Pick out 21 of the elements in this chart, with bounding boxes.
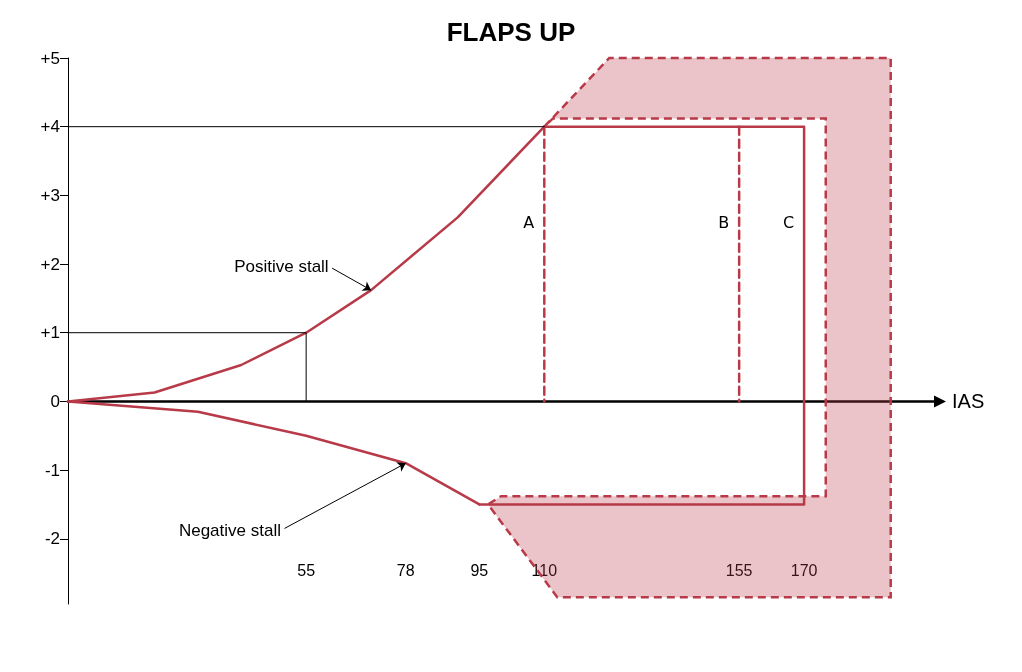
y-tick-label: +2 — [40, 254, 60, 274]
x-tick-label: 78 — [396, 561, 415, 579]
x-tick-label: 95 — [470, 561, 489, 579]
chart-title: FLAPS UP — [446, 17, 576, 47]
text: Positive stall — [234, 256, 329, 276]
y-tick-label: +1 — [40, 323, 60, 343]
x-tick-label: 110 — [531, 561, 558, 579]
y-tick-label: 0 — [50, 391, 60, 411]
x-axis-title: IAS — [952, 390, 985, 413]
text: Negative stall — [178, 520, 281, 540]
y-tick-label: +4 — [40, 117, 60, 137]
y-tick-label: -1 — [44, 460, 60, 480]
y-tick-label: -2 — [44, 529, 60, 549]
x-tick-label: 155 — [725, 561, 753, 579]
series-label: C — [782, 213, 795, 233]
x-tick-label: 170 — [790, 561, 818, 579]
y-tick-label: +5 — [40, 48, 60, 68]
series-label: B — [718, 213, 730, 233]
series-label: A — [523, 213, 535, 233]
x-tick-label: 55 — [297, 561, 316, 579]
y-tick-label: +3 — [40, 185, 60, 205]
